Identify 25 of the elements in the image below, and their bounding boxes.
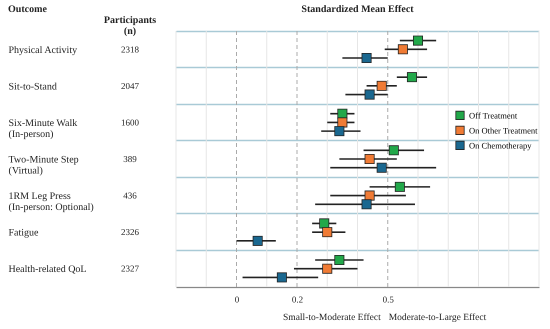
y2-tick-label: 2047 xyxy=(121,80,140,91)
y-tick-label: Sit-to-Stand xyxy=(8,81,57,92)
y-tick-label: Health-related QoL xyxy=(8,264,87,276)
y2-tick-label: 436 xyxy=(123,190,138,201)
legend-label: Off Treatment xyxy=(469,110,518,120)
y-tick-label: Six-Minute Walk (In-person) xyxy=(8,118,78,140)
x-tick-label: 0.2 xyxy=(292,294,304,304)
x-tick-label: 0.5 xyxy=(382,294,394,304)
y-tick-label: Two-Minute Step (Virtual) xyxy=(8,154,79,176)
x-tick-label: 0 xyxy=(234,294,240,304)
legend-label: On Chemotherapy xyxy=(469,140,532,150)
y2-tick-label: 2326 xyxy=(121,227,140,238)
text: Moderate-to-Large Effect xyxy=(388,313,487,323)
y2-tick-label: 1600 xyxy=(121,117,140,128)
y2-tick-label: 389 xyxy=(123,154,138,164)
chart-title: Standardized Mean Effect xyxy=(301,4,414,15)
y2-tick-label: 2327 xyxy=(121,264,140,274)
y-tick-label: Fatigue xyxy=(8,228,40,239)
y-tick-label: 1RM Leg Press (In-person: Optional) xyxy=(8,191,94,214)
y2-axis-title: Participants (n) xyxy=(104,15,156,37)
y-tick-label: Physical Activity xyxy=(8,44,78,56)
y-axis-title: Outcome xyxy=(8,4,48,15)
text: Small-to-Moderate Effect xyxy=(283,313,382,323)
legend-label: On Other Treatment xyxy=(469,125,538,136)
y2-tick-label: 2318 xyxy=(121,44,140,54)
